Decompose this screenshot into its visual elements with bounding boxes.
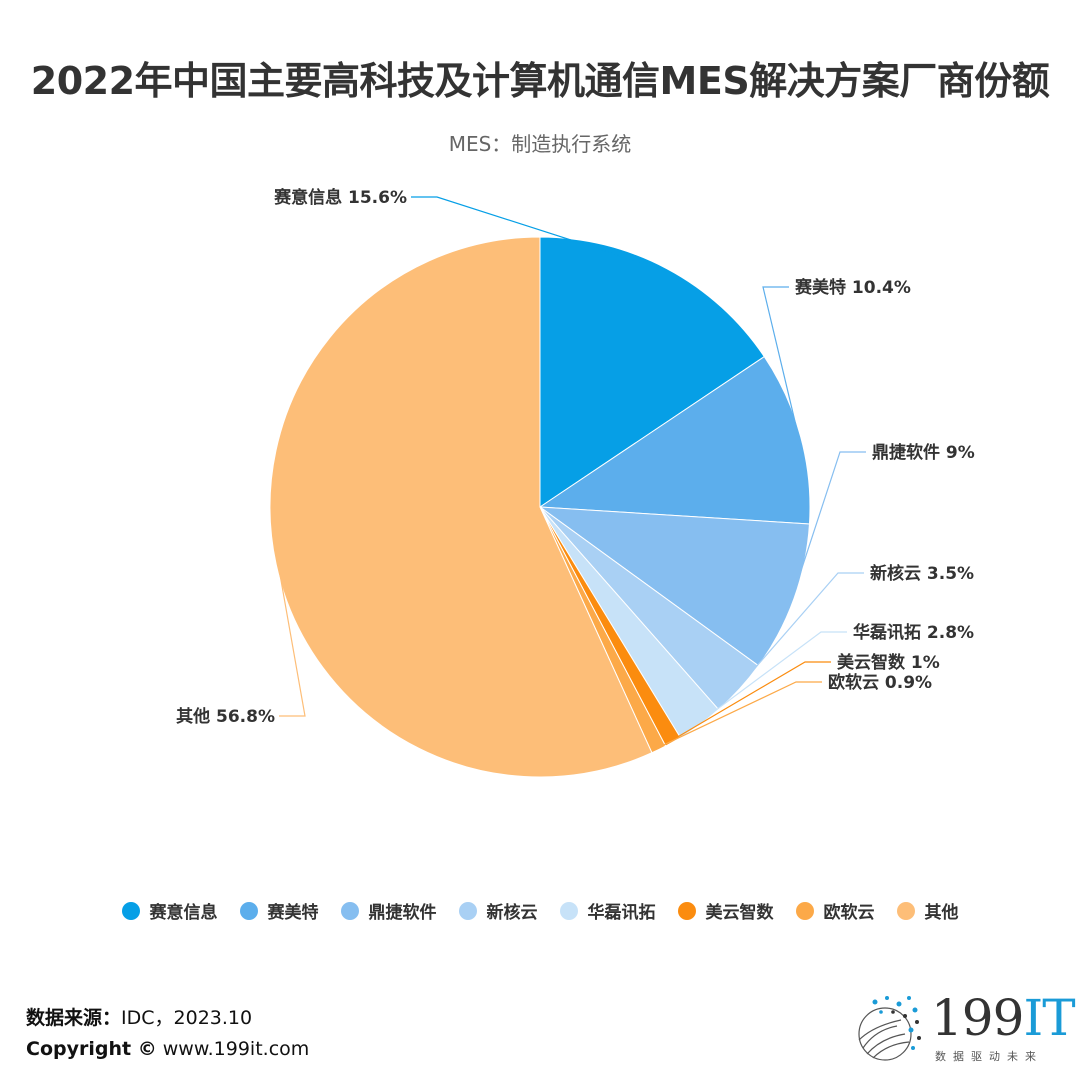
legend-item: 新核云 — [458, 898, 538, 923]
slice-label: 鼎捷软件 9% — [872, 442, 975, 463]
chart-legend: 赛意信息 赛美特 鼎捷软件 新核云 华磊讯拓 美云智数 欧软云 其他 — [0, 898, 1080, 923]
copyright-label: Copyright © — [26, 1038, 157, 1060]
leader-line — [791, 451, 866, 598]
legend-item: 美云智数 — [677, 898, 774, 923]
leader-line — [698, 631, 847, 724]
slice-label: 华磊讯拓 2.8% — [853, 622, 974, 643]
legend-swatch — [896, 901, 915, 920]
legend-swatch — [121, 901, 140, 920]
legend-label: 赛意信息 — [149, 903, 218, 923]
leader-line — [657, 681, 822, 749]
legend-swatch — [458, 901, 477, 920]
legend-item: 华磊讯拓 — [559, 898, 656, 923]
copyright: Copyright © www.199it.com — [26, 1038, 309, 1060]
legend-swatch — [795, 901, 814, 920]
pie-slice — [538, 355, 811, 525]
legend-item: 其他 — [896, 898, 959, 923]
source-value: IDC，2023.10 — [121, 1007, 253, 1029]
copyright-url: www.199it.com — [162, 1038, 310, 1060]
slice-label: 欧软云 0.9% — [828, 672, 932, 693]
legend-label: 华磊讯拓 — [587, 903, 656, 923]
leader-line — [277, 563, 306, 717]
leader-line — [411, 196, 667, 272]
slice-label: 美云智数 1% — [837, 652, 940, 673]
legend-swatch — [559, 901, 578, 920]
leader-line — [762, 286, 800, 438]
data-source: 数据来源：IDC，2023.10 — [26, 1003, 252, 1030]
brand-logo: 199IT 数据驱动未来 — [845, 990, 1076, 1065]
slice-label: 赛美特 10.4% — [794, 277, 911, 298]
legend-swatch — [677, 901, 696, 920]
legend-label: 鼎捷软件 — [368, 903, 437, 923]
source-label: 数据来源： — [26, 1007, 122, 1029]
legend-item: 鼎捷软件 — [340, 898, 437, 923]
logo-dots-icon — [858, 996, 921, 1061]
legend-label: 其他 — [924, 903, 959, 923]
chart-subtitle: MES：制造执行系统 — [448, 132, 632, 156]
slice-label: 赛意信息 15.6% — [273, 187, 407, 208]
slice-label: 新核云 3.5% — [870, 563, 974, 584]
legend-label: 赛美特 — [267, 903, 319, 923]
legend-label: 美云智数 — [705, 903, 774, 923]
legend-swatch — [340, 901, 359, 920]
leader-line — [737, 572, 864, 688]
legend-label: 欧软云 — [823, 903, 875, 923]
leader-line — [671, 661, 831, 741]
legend-item: 赛意信息 — [121, 898, 218, 923]
slice-label: 其他 56.8% — [176, 706, 275, 727]
logo-wordmark: 199IT — [931, 989, 1076, 1047]
legend-item: 赛美特 — [239, 898, 319, 923]
legend-swatch — [239, 901, 258, 920]
legend-item: 欧软云 — [795, 898, 875, 923]
pie-chart: 赛意信息 15.6% 赛美特 10.4% 鼎捷软件 9% 新核云 3.5% 华磊讯拓 2… — [176, 187, 975, 778]
legend-label: 新核云 — [486, 903, 538, 923]
chart-title: 2022年中国主要高科技及计算机通信MES解决方案厂商份额 — [30, 59, 1050, 103]
pie-slice — [269, 236, 653, 778]
logo-tagline: 数据驱动未来 — [935, 1050, 1043, 1063]
